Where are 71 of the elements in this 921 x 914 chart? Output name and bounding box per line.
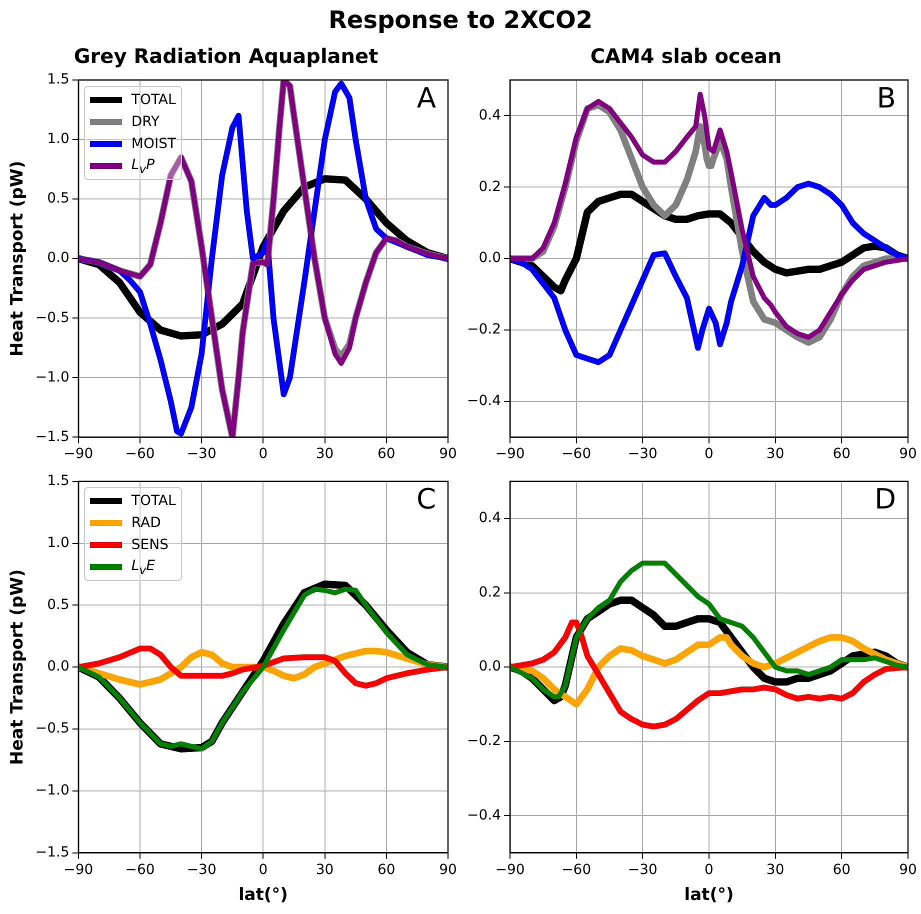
- legend-label: L$_{v}$P: [131, 156, 155, 176]
- y-tick-label: 1.5: [47, 473, 70, 490]
- x-tick-label: −30: [186, 862, 216, 878]
- x-tick-label: 0: [704, 862, 714, 878]
- y-tick-label: 1.0: [47, 131, 70, 148]
- y-tick-label: 0.0: [478, 250, 501, 266]
- y-tick-label: 0.4: [478, 510, 502, 526]
- x-tick-label: 0: [258, 862, 268, 878]
- y-tick-label: −0.2: [466, 733, 501, 750]
- y-tick-label: −0.5: [35, 310, 70, 326]
- y-tick-label: −1.5: [35, 428, 70, 445]
- y-tick-label: 0.4: [478, 107, 502, 124]
- y-tick-label: −0.4: [466, 807, 502, 824]
- legend-label: L$_{v}$E: [131, 558, 155, 577]
- x-tick-label: −60: [125, 446, 155, 462]
- y-tick-label: 0.0: [47, 658, 70, 675]
- annotation: D: [874, 482, 896, 516]
- legend-label: RAD: [131, 515, 161, 532]
- y-tick-label: −0.5: [35, 720, 70, 737]
- x-tick-label: 90: [899, 446, 917, 462]
- x-tick-label: 90: [439, 862, 457, 878]
- x-tick-label: −90: [495, 862, 525, 878]
- x-axis-title: lat(°): [684, 885, 734, 906]
- x-tick-label: 90: [899, 862, 917, 878]
- y-tick-label: 1.5: [47, 72, 70, 88]
- y-tick-label: 0.5: [47, 190, 70, 207]
- x-tick-label: −90: [64, 862, 94, 878]
- x-tick-label: 30: [316, 862, 334, 878]
- y-tick-label: −1.0: [35, 782, 70, 799]
- x-tick-label: 60: [832, 862, 851, 878]
- legend-label: SENS: [131, 537, 168, 554]
- x-tick-label: 0: [258, 446, 268, 462]
- annotation: C: [416, 482, 436, 516]
- y-tick-label: 1.0: [47, 534, 70, 551]
- y-tick-label: −1.0: [35, 369, 70, 386]
- x-tick-label: −30: [628, 862, 658, 878]
- x-tick-label: 60: [377, 862, 396, 878]
- y-tick-label: 0.0: [47, 250, 70, 266]
- y-tick-label: 0.2: [478, 584, 501, 600]
- legend-label: DRY: [131, 114, 160, 130]
- annotation: B: [876, 81, 896, 114]
- y-tick-label: −1.5: [35, 844, 70, 860]
- legend-label: TOTAL: [131, 493, 176, 510]
- x-tick-label: 90: [439, 446, 457, 462]
- chart-subtitle: Grey Radiation Aquaplanet: [74, 44, 379, 68]
- legend-label: MOIST: [131, 136, 176, 152]
- x-axis-title: lat(°): [238, 885, 288, 906]
- chart-subtitle: CAM4 slab ocean: [590, 44, 782, 68]
- y-tick-label: −0.4: [466, 393, 502, 410]
- y-tick-label: −0.2: [466, 322, 501, 338]
- y-tick-label: 0.0: [478, 658, 501, 675]
- x-tick-label: −90: [64, 446, 94, 462]
- x-tick-label: −60: [562, 862, 592, 878]
- y-axis-title: Heat Transport (pW): [8, 569, 28, 766]
- y-tick-label: 0.5: [47, 596, 70, 613]
- x-tick-label: 30: [316, 446, 334, 462]
- x-tick-label: 30: [766, 446, 784, 462]
- x-tick-label: 0: [704, 446, 714, 462]
- y-tick-label: 0.2: [478, 178, 501, 195]
- x-tick-label: −60: [562, 446, 592, 462]
- x-tick-label: 60: [832, 446, 851, 462]
- x-tick-label: 60: [377, 446, 396, 462]
- x-tick-label: 30: [766, 862, 784, 878]
- x-tick-label: −30: [186, 446, 216, 462]
- y-axis-title: Heat Transport (pW): [8, 160, 28, 357]
- annotation: A: [416, 81, 436, 114]
- legend-label: TOTAL: [131, 92, 176, 108]
- x-tick-label: −60: [125, 862, 155, 878]
- chart-title: Response to 2XCO2: [327, 6, 594, 34]
- x-tick-label: −30: [628, 446, 658, 462]
- x-tick-label: −90: [495, 446, 525, 462]
